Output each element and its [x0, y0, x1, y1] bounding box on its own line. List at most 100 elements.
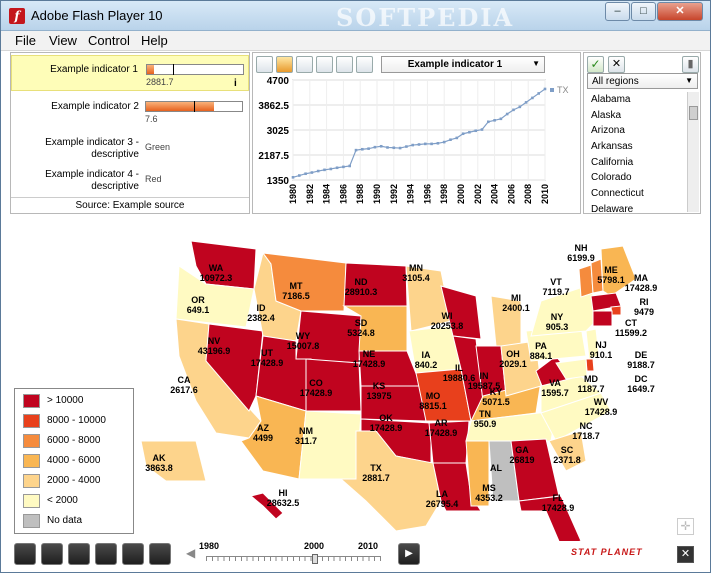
state-code-label: IA [422, 350, 432, 360]
state-code-label: NH [575, 243, 588, 253]
state-nd[interactable] [343, 262, 408, 307]
state-sc[interactable] [548, 430, 587, 472]
state-fl[interactable] [518, 495, 582, 541]
indicator-select-value: Example indicator 1 [407, 59, 503, 70]
state-value-label: 2382.4 [247, 313, 275, 323]
data-point [449, 138, 452, 142]
state-tx[interactable] [339, 430, 442, 532]
data-point [304, 172, 307, 176]
menu-help[interactable]: Help [141, 33, 168, 48]
region-item[interactable]: Delaware [591, 204, 634, 212]
indicator-label: Example indicator 3 - descriptive [45, 137, 139, 160]
state-nj[interactable] [585, 328, 600, 360]
line-chart-icon[interactable] [316, 56, 333, 73]
state-code-label: WA [209, 263, 224, 273]
flash-icon: f [9, 8, 25, 24]
regions-panel: ✓ ✕ ▮ All regions ▼ Alabama Alaska Arizo… [583, 52, 701, 214]
wrench-icon[interactable] [68, 543, 90, 565]
close-button[interactable]: ✕ [657, 2, 703, 21]
data-point [512, 108, 515, 112]
info-icon[interactable]: i [234, 78, 237, 89]
state-value-label: 9479 [634, 307, 654, 317]
expand-icon[interactable] [256, 56, 273, 73]
menu-control[interactable]: Control [88, 33, 130, 48]
region-item[interactable]: Colorado [591, 172, 632, 183]
fullscreen-icon[interactable] [149, 543, 171, 565]
x-tick-label: 2000 [456, 184, 466, 204]
state-value-label: 10972.3 [200, 273, 233, 283]
state-la[interactable] [432, 462, 482, 512]
check-icon[interactable]: ✓ [587, 56, 604, 73]
timeline-handle[interactable] [311, 554, 318, 564]
minimize-button[interactable]: – [605, 2, 630, 21]
region-select[interactable]: All regions ▼ [587, 73, 698, 89]
state-nv[interactable] [205, 323, 264, 412]
legend-swatch [23, 514, 40, 528]
legend-swatch [23, 434, 40, 448]
state-nc[interactable] [540, 392, 612, 442]
table-icon[interactable] [95, 543, 117, 565]
legend-label: 8000 - 10000 [47, 415, 106, 426]
indicator-row-1[interactable]: Example indicator 1 2881.7 i [11, 55, 249, 91]
effects-icon[interactable] [41, 543, 63, 565]
state-ak[interactable] [140, 440, 207, 482]
timeline-prev-icon[interactable]: ◀ [186, 546, 196, 560]
trash-icon[interactable]: ▮ [682, 56, 699, 73]
state-vt[interactable] [578, 264, 594, 298]
close-map-icon[interactable]: ✕ [677, 546, 694, 563]
region-item[interactable]: California [591, 157, 634, 168]
menu-file[interactable]: File [15, 33, 36, 48]
state-de[interactable] [585, 358, 595, 372]
data-point [461, 132, 465, 136]
state-code-label: NM [299, 426, 313, 436]
indicator-bar [145, 101, 243, 112]
region-item[interactable]: Connecticut [591, 188, 644, 199]
eye-icon[interactable] [14, 543, 36, 565]
indicator-select[interactable]: Example indicator 1 ▼ [381, 56, 545, 73]
state-hi[interactable] [249, 492, 284, 520]
scatter-chart-icon[interactable] [336, 56, 353, 73]
bar-chart-icon[interactable] [276, 56, 293, 73]
y-tick-label: 3025 [267, 126, 290, 137]
sort-icon[interactable] [296, 56, 313, 73]
state-code-label: NJ [595, 340, 607, 350]
indicator-row-4[interactable]: Example indicator 4 - descriptive Red [11, 161, 249, 197]
clear-icon[interactable]: ✕ [608, 56, 625, 73]
data-point [386, 146, 389, 149]
state-code-label: MN [409, 263, 423, 273]
maximize-button[interactable]: □ [631, 2, 656, 21]
region-item[interactable]: Alabama [591, 94, 631, 105]
state-code-label: NY [551, 312, 564, 322]
sort-order-icon[interactable] [356, 56, 373, 73]
state-code-label: MO [426, 391, 441, 401]
data-point [367, 147, 370, 150]
state-code-label: NV [208, 336, 221, 346]
state-wi[interactable] [440, 285, 482, 340]
notes-icon[interactable] [122, 543, 144, 565]
data-point [392, 146, 396, 150]
zoom-reset-icon[interactable]: ✛ [677, 518, 694, 535]
state-md[interactable] [555, 358, 588, 380]
region-scrollbar[interactable] [687, 92, 699, 212]
state-value-label: 2029.1 [499, 359, 527, 369]
state-code-label: KS [373, 381, 386, 391]
state-code-label: MD [584, 374, 598, 384]
data-point [455, 136, 459, 140]
timeline-track[interactable] [206, 554, 381, 564]
state-me[interactable] [600, 245, 637, 297]
scrollbar-thumb[interactable] [689, 106, 698, 120]
state-or[interactable] [175, 265, 255, 328]
state-ct[interactable] [592, 310, 613, 327]
state-code-label: MT [290, 281, 303, 291]
indicator-value: 7.6 [145, 114, 158, 124]
indicator-row-3[interactable]: Example indicator 3 - descriptive Green [11, 129, 249, 165]
region-item[interactable]: Alaska [591, 110, 622, 121]
region-item[interactable]: Arkansas [591, 141, 633, 152]
state-code-label: MS [482, 483, 496, 493]
region-item[interactable]: Arizona [591, 125, 625, 136]
menu-view[interactable]: View [49, 33, 77, 48]
map-legend: > 10000 8000 - 10000 6000 - 8000 4000 - … [14, 388, 134, 534]
data-point [335, 166, 339, 170]
play-icon[interactable]: ▶ [398, 543, 420, 565]
indicator-row-2[interactable]: Example indicator 2 7.6 [11, 93, 249, 129]
